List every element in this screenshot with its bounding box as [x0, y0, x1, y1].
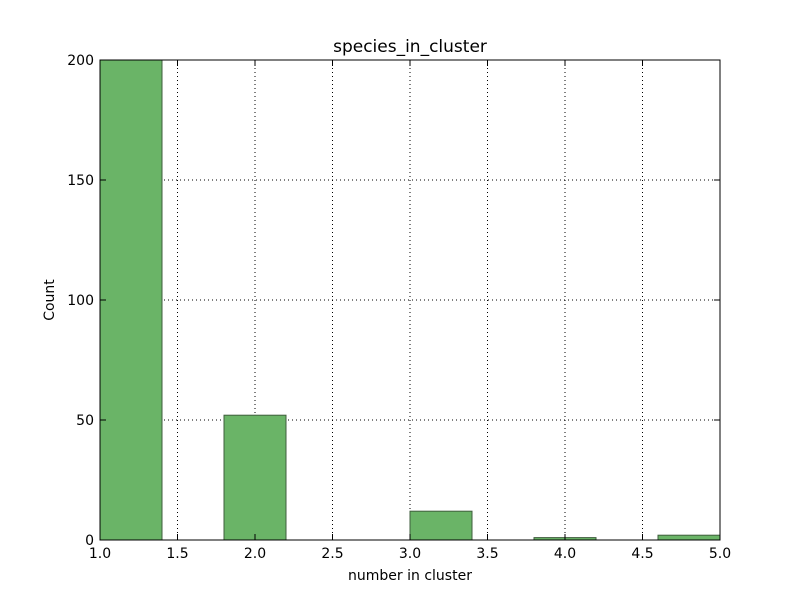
chart-title: species_in_cluster [333, 37, 487, 57]
x-tick-label-6: 4.0 [554, 546, 576, 562]
y-tick-label-2: 100 [67, 293, 94, 309]
y-tick-label-0: 0 [85, 533, 94, 549]
x-tick-label-2: 2.0 [244, 546, 266, 562]
x-tick-label-8: 5.0 [709, 546, 731, 562]
y-tick-label-1: 50 [76, 413, 94, 429]
x-axis-label: number in cluster [348, 568, 472, 584]
x-tick-label-3: 2.5 [321, 546, 343, 562]
x-tick-label-4: 3.0 [399, 546, 421, 562]
bar-4 [657, 534, 721, 541]
x-tick-label-0: 1.0 [89, 546, 111, 562]
y-tick-label-4: 200 [67, 53, 94, 69]
axis-ticks [99, 59, 721, 541]
y-axis-label: Count [42, 279, 58, 321]
x-axis-tick-labels: 1.0 1.5 2.0 2.5 3.0 3.5 4.0 4.5 5.0 [89, 546, 731, 562]
y-axis-tick-labels: 0 50 100 150 200 [67, 53, 94, 549]
bar-1 [223, 414, 287, 541]
y-tick-label-3: 150 [67, 173, 94, 189]
bar-2 [409, 510, 473, 541]
bar-0 [99, 59, 163, 541]
x-tick-label-7: 4.5 [631, 546, 653, 562]
x-tick-label-5: 3.5 [476, 546, 498, 562]
histogram-bars [99, 59, 721, 541]
x-tick-label-1: 1.5 [166, 546, 188, 562]
